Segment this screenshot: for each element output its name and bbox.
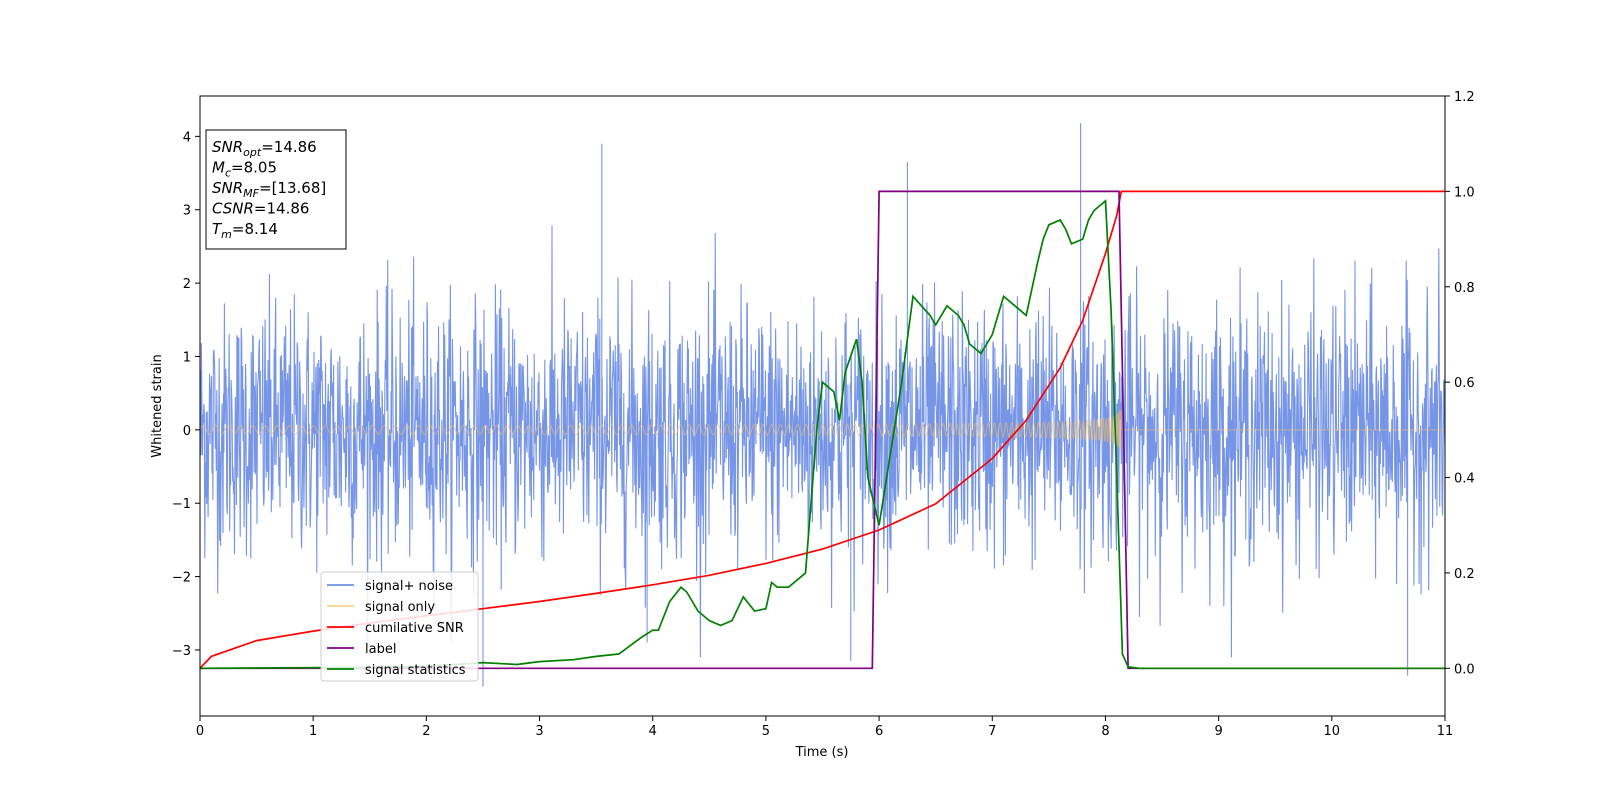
x-tick-label: 11 [1437, 724, 1454, 739]
legend-frame [320, 571, 479, 682]
right-y-tick-label: 0.4 [1454, 472, 1475, 487]
stat-value: =14.86 [254, 200, 310, 218]
right-y-tick-label: 0.0 [1454, 662, 1475, 677]
stat-line: Mc=8.05 [212, 159, 277, 180]
axes-frame [199, 95, 1446, 717]
y-tick-label: −1 [172, 497, 191, 512]
x-tick-label: 1 [309, 724, 317, 739]
y-axis-label: Whitened strain [150, 354, 165, 457]
series-signal-noise-line [200, 123, 1445, 687]
stat-subscript: MF [243, 187, 259, 200]
x-tick-label: 6 [875, 724, 883, 739]
x-tick-label: 9 [1214, 724, 1222, 739]
y-axis-ticks: −3 −2 −1 0 1 2 3 4 [172, 130, 200, 659]
stat-value: =8.05 [231, 159, 277, 177]
y-tick-label: 2 [183, 277, 191, 292]
x-tick-label: 8 [1101, 724, 1109, 739]
right-y-tick-label: 1.2 [1454, 90, 1475, 105]
stat-subscript: c [225, 167, 231, 180]
right-y-tick-label: 0.2 [1454, 567, 1475, 582]
x-axis-ticks: 0 1 2 3 4 5 6 7 8 9 10 11 [196, 716, 1453, 739]
series-signal-statistics-line [200, 199, 1445, 670]
y-tick-label: −3 [172, 644, 191, 659]
right-y-tick-label: 0.8 [1454, 281, 1475, 296]
stat-value: =14.86 [261, 138, 317, 156]
y-tick-label: 0 [183, 424, 191, 439]
x-tick-label: 0 [196, 724, 204, 739]
stat-name: CSNR [212, 200, 254, 218]
stat-value: =[13.68] [259, 179, 326, 197]
x-tick-label: 7 [988, 724, 996, 739]
legend-label: label [365, 642, 396, 657]
legend-label: signal statistics [365, 663, 466, 678]
legend-label: signal+ noise [365, 579, 453, 594]
legend: signal+ noise signal only cumilative SNR la… [320, 571, 479, 682]
y-tick-label: 1 [183, 350, 191, 365]
y-tick-label: −2 [172, 571, 191, 586]
plot-area [200, 123, 1445, 687]
stat-subscript: m [221, 228, 232, 241]
series-signal-only-line [200, 409, 1445, 451]
x-tick-label: 3 [535, 724, 543, 739]
stat-value: =8.14 [232, 220, 278, 238]
legend-label: signal only [365, 600, 435, 615]
stat-line: SNRopt=14.86 [212, 138, 317, 159]
right-y-tick-label: 1.0 [1454, 185, 1475, 200]
right-y-tick-label: 0.6 [1454, 376, 1475, 391]
stat-line: Tm=8.14 [212, 220, 278, 241]
y-tick-label: 4 [183, 130, 191, 145]
stat-subscript: opt [243, 146, 262, 159]
x-tick-label: 4 [649, 724, 657, 739]
series-layer [200, 123, 1445, 687]
x-tick-label: 2 [422, 724, 430, 739]
x-tick-label: 5 [762, 724, 770, 739]
stat-line: SNRMF=[13.68] [212, 179, 326, 200]
legend-label: cumilative SNR [365, 621, 464, 636]
stats-box-frame [205, 129, 347, 250]
x-axis-label: Time (s) [795, 745, 849, 760]
x-tick-label: 10 [1324, 724, 1341, 739]
stat-name: SNR [212, 138, 243, 156]
right-y-axis-ticks: 0.0 0.2 0.4 0.6 0.8 1.0 1.2 [1445, 90, 1475, 677]
stat-name: T [212, 220, 223, 238]
stat-line: CSNR=14.86 [212, 200, 309, 218]
y-tick-label: 3 [183, 204, 191, 219]
stats-box: SNRopt=14.86Mc=8.05SNRMF=[13.68]CSNR=14.… [205, 129, 347, 250]
stat-name: SNR [212, 179, 243, 197]
stat-name: M [212, 159, 225, 177]
